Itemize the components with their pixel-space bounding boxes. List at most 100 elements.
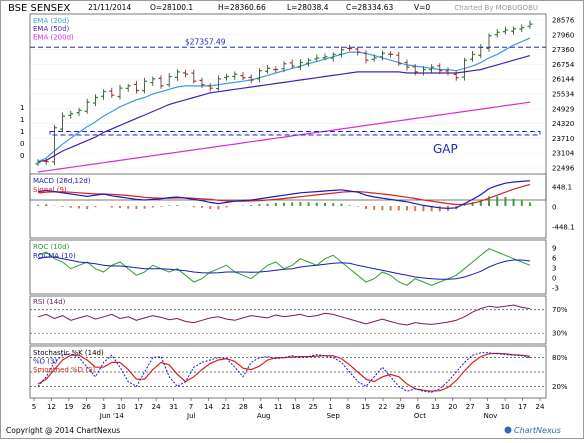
rsi-panel-frame [29,295,547,345]
macd-histogram [37,196,531,212]
x-tick-label: 8 [346,403,350,411]
rocma-legend: ROCMA (10) [33,252,76,260]
month-label: Aug [257,412,271,420]
ema200-series [37,101,531,173]
price-tick-label: 23710 [552,135,574,143]
x-tick-label: 18 [291,403,300,411]
roc-y-ticks: 9 6 3 0 -3 [552,245,559,293]
x-tick-label: 5 [32,403,36,411]
macd-panel-frame [29,173,547,239]
roc-tick-label: 6 [552,255,557,263]
roc-legend: ROC (10d) [33,243,70,251]
macd-legend: MACD (26d,12d) [33,177,91,185]
stochastic-tick-label: 20% [552,383,568,391]
header-date: 21/11/2014 [88,3,131,12]
x-tick-label: 24 [152,403,161,411]
chartnexus-logo: ChartNexus [504,426,561,435]
price-panel-frame [29,13,547,201]
price-y-ticks: 28576 27960 27360 26754 26144 25534 24929 24320… [552,17,575,173]
price-left-tick-label: 0 [20,152,24,160]
x-tick-label: 20 [448,403,457,411]
header-open: O=28100.1 [150,3,193,12]
stoch-k-legend: Stochastic %K (14d) [33,349,104,357]
rsi-y-ticks: 70% 30% [552,306,568,338]
x-tick-label: 6 [416,403,421,411]
x-tick-label: 10 [501,403,510,411]
x-tick-label: 3 [102,403,106,411]
macd-tick-label: -448.1 [552,224,575,232]
price-tick-label: 25534 [552,91,575,99]
legend-ema20: EMA (20d) [33,17,70,25]
x-tick-label: 14 [204,403,213,411]
price-tick-label: 27960 [552,31,574,39]
price-panel: $27357.49 GAP EMA (20d) EMA (50d) EMA (2… [20,13,575,201]
header-volume: V=0 [414,3,430,12]
signal-legend: Signal (9) [33,186,67,194]
price-tick-label: 26144 [552,76,575,84]
x-tick-label: 19 [64,403,73,411]
rsi-series [37,304,531,326]
macd-panel: MACD (26d,12d) Signal (9) 448.1 0 -448.1 [29,173,575,239]
roc-tick-label: 9 [552,245,556,253]
month-label: Jul [186,412,196,420]
macd-lines [37,180,531,210]
x-tick-label: 27 [466,403,475,411]
x-tick-label: 11 [274,403,283,411]
price-left-tick-label: 1 [20,116,24,124]
x-tick-label: 13 [431,403,440,411]
ema200-line [37,101,531,173]
x-tick-label: 25 [309,403,318,411]
x-tick-label: 17 [518,403,527,411]
header-credit: Charted By MOBUGOBU [454,4,538,12]
roc-lines [37,248,531,286]
stochastic-y-ticks: 80% 20% [552,354,568,391]
stochastic-lines [30,352,546,393]
x-tick-label: 4 [259,403,264,411]
price-left-ticks: 1 1 1 0 0 [20,104,24,160]
macd-y-ticks: 448.1 0 -448.1 [552,184,575,232]
price-left-tick-label: 1 [20,104,24,112]
price-left-tick-label: 0 [20,140,24,148]
footer-brand: ChartNexus [514,426,561,435]
price-tick-label: 24929 [552,105,574,113]
month-label: Sep [327,412,341,420]
macd-tick-label: 448.1 [552,184,572,192]
x-tick-label: 12 [47,403,56,411]
x-tick-label: 1 [328,403,332,411]
price-legend: EMA (20d) EMA (50d) EMA (200d) [31,15,89,42]
x-tick-label: 17 [134,403,143,411]
x-tick-label: 31 [169,403,178,411]
x-tick-label: 15 [361,403,370,411]
price-tick-label: 27360 [552,46,574,54]
resistance-label: $27357.49 [185,37,226,46]
header-high: H=28360.66 [218,3,266,12]
footer-copyright: Copyright @ 2014 ChartNexus [6,426,120,435]
stochastic-d-series [37,352,531,392]
x-tick-label: 26 [82,403,91,411]
price-tick-label: 23104 [552,150,575,158]
x-tick-label: 28 [239,403,248,411]
price-grid [30,19,546,169]
roc-tick-label: 3 [552,265,556,273]
rsi-lines [30,304,546,334]
signal-series [37,183,531,206]
x-tick-label: 10 [117,403,126,411]
macd-tick-label: 0 [552,204,556,212]
header-low: L=28038.4 [287,3,329,12]
legend-ema200: EMA (200d) [33,34,74,42]
price-left-tick-label: 1 [20,128,24,136]
rocma-series [37,256,531,280]
stoch-sd-legend: Smoothed %D (3) [33,366,95,374]
x-axis: 5 12 19 26 3 10 17 24 31 7 14 21 28 4 11 18 25 1 8 15 22 29 6 1… [32,398,545,420]
roc-tick-label: -3 [552,285,559,293]
roc-series [37,248,531,286]
month-label: Nov [484,412,498,420]
stochastic-tick-label: 80% [552,354,568,362]
x-tick-label: 29 [396,403,405,411]
price-tick-label: 26754 [552,61,575,69]
macd-series [37,180,531,210]
rsi-legend: RSI (14d) [33,298,66,306]
price-tick-label: 28576 [552,17,575,25]
